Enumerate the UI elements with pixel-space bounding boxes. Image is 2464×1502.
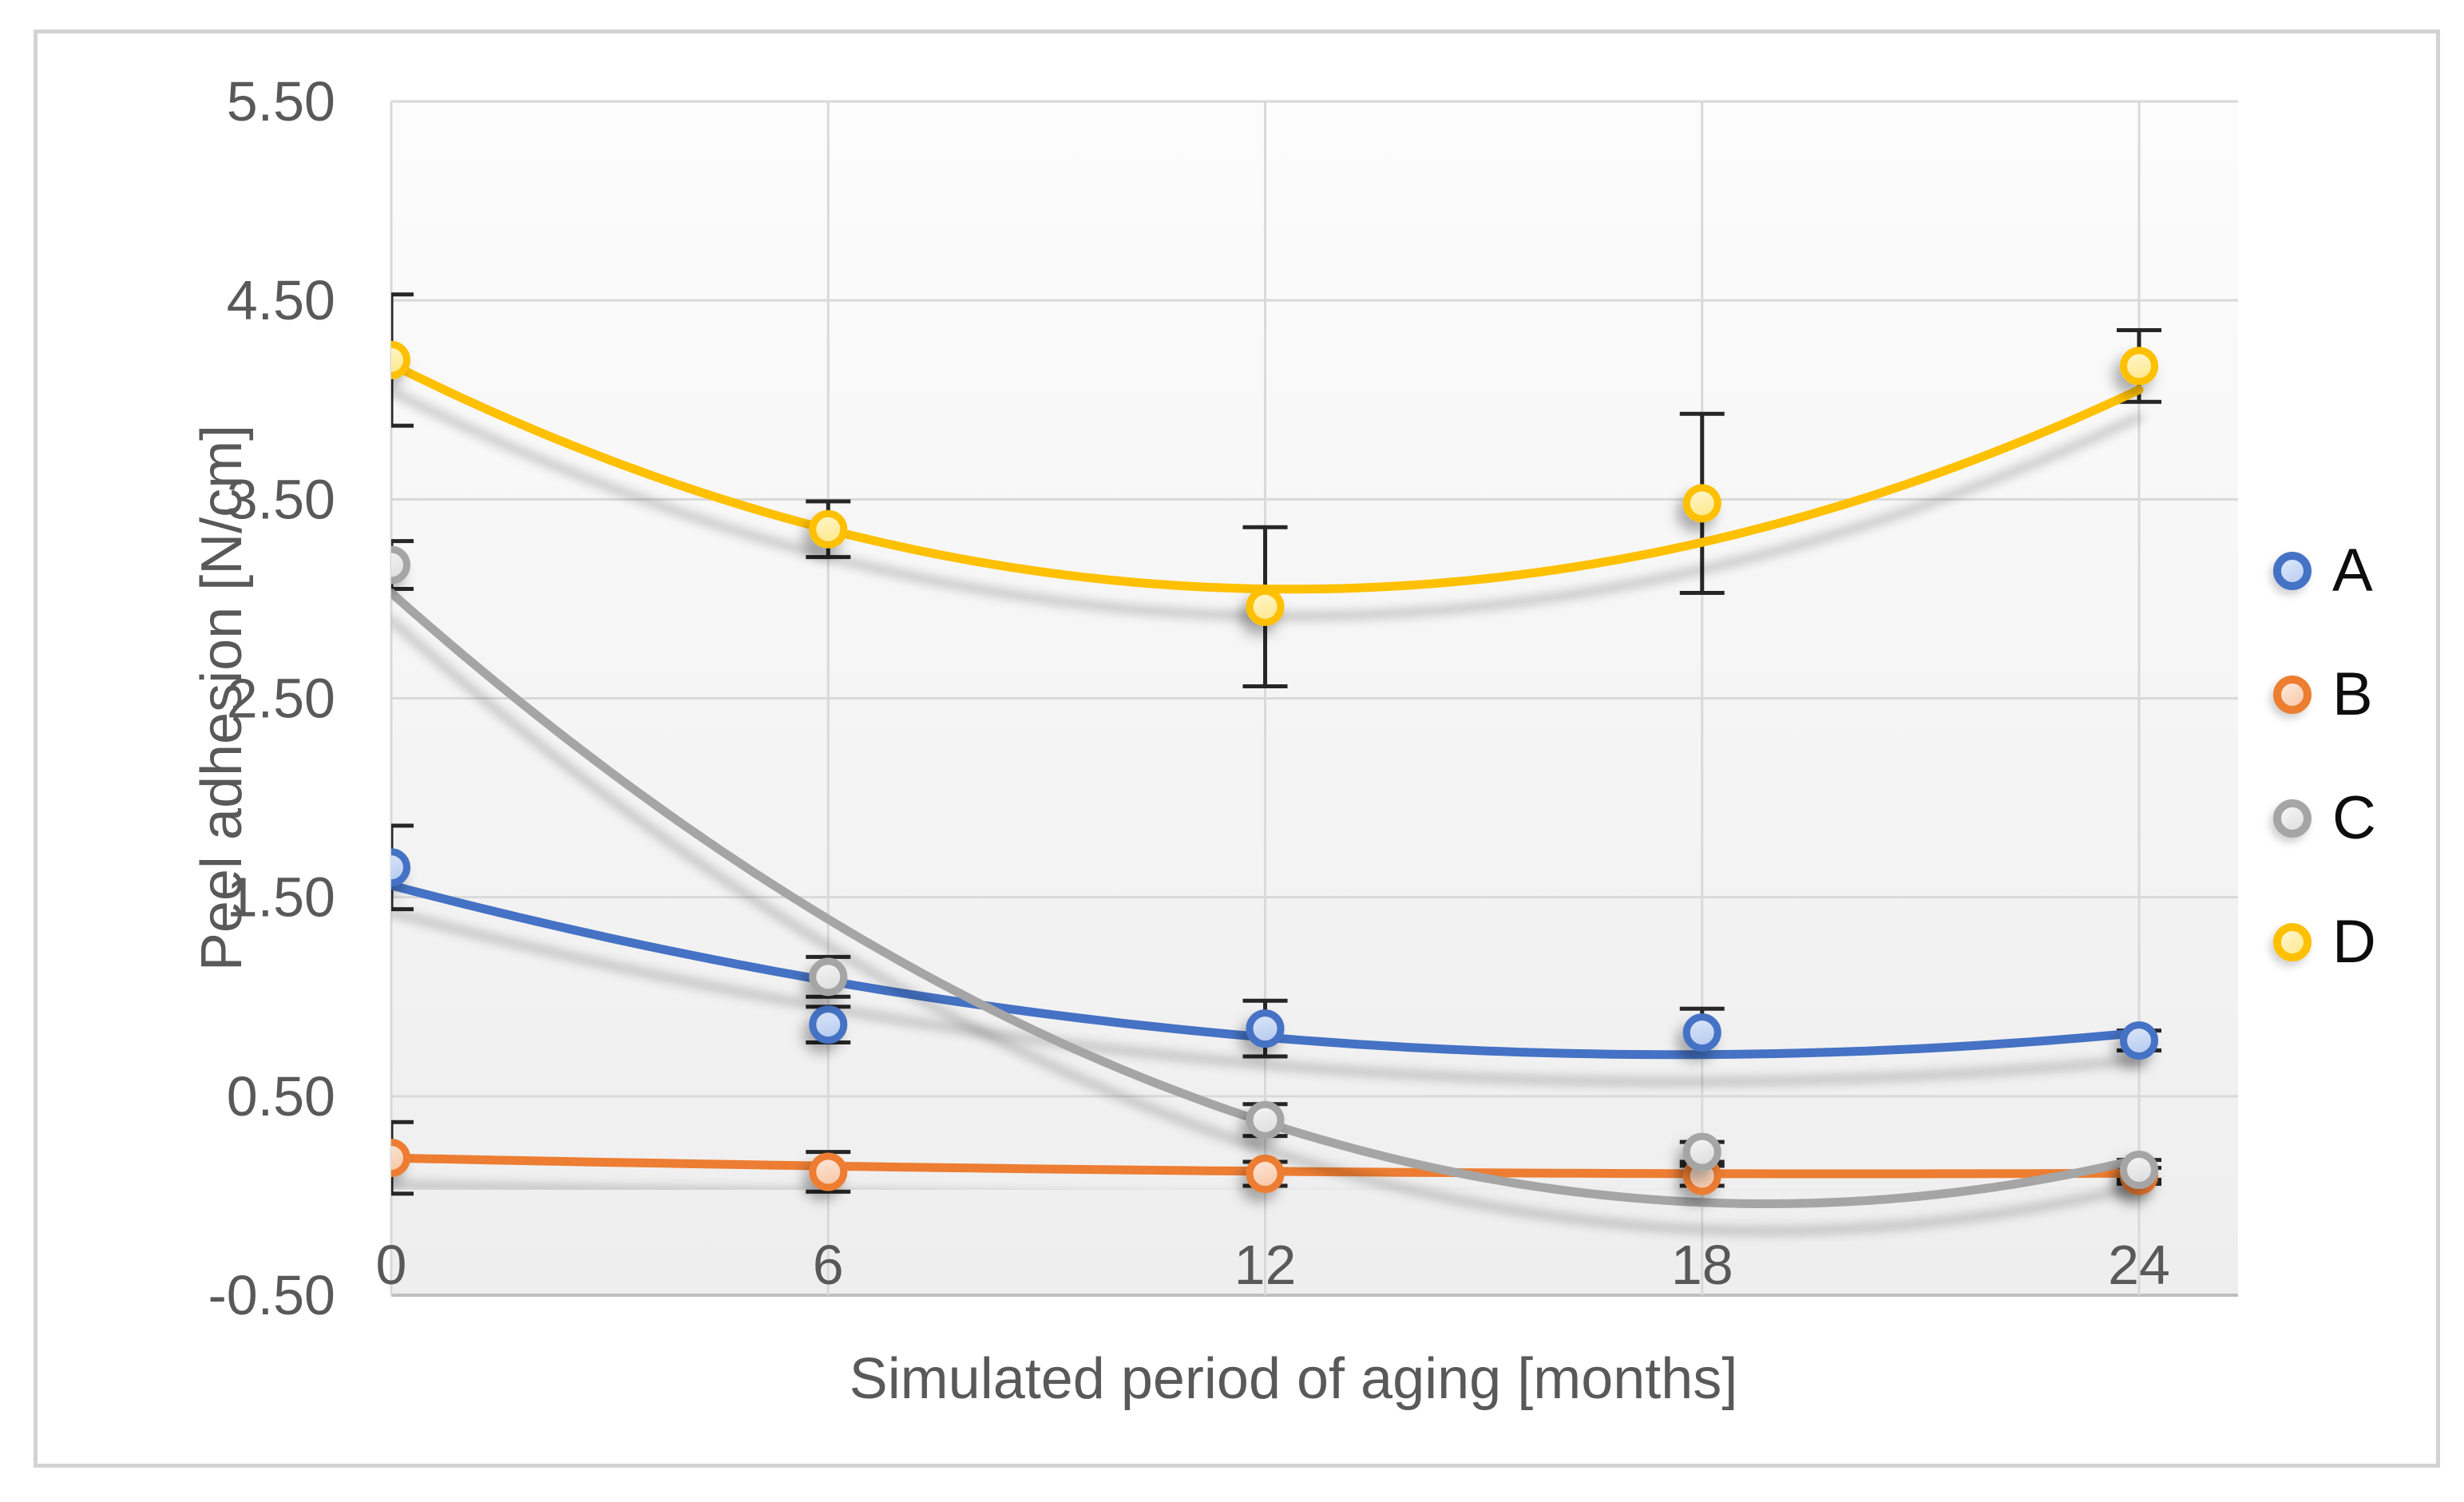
legend-marker-c-icon xyxy=(2273,799,2311,838)
data-point-A-0 xyxy=(391,848,410,887)
y-tick-label: 1.50 xyxy=(227,866,335,929)
data-point-B-0 xyxy=(391,1139,410,1178)
legend-label-c: C xyxy=(2332,783,2376,852)
y-tick-label: -0.50 xyxy=(208,1264,335,1326)
data-point-B-6 xyxy=(809,1152,848,1191)
legend-item-b: B xyxy=(2273,632,2376,756)
legend: A B C D xyxy=(2273,509,2376,1004)
legend-marker-b-icon xyxy=(2273,675,2311,714)
data-point-D-24 xyxy=(2120,347,2159,386)
y-tick-label: 0.50 xyxy=(227,1065,335,1127)
data-layer xyxy=(391,292,2162,1208)
x-tick-label: 24 xyxy=(2108,1234,2170,1296)
legend-label-b: B xyxy=(2332,660,2373,728)
data-point-C-0 xyxy=(391,545,410,585)
data-point-A-6 xyxy=(809,1005,848,1044)
data-point-D-12 xyxy=(1246,587,1285,626)
legend-marker-a-icon xyxy=(2273,551,2311,590)
data-point-A-12 xyxy=(1246,1009,1285,1048)
y-tick-label: 5.50 xyxy=(227,70,335,133)
legend-label-a: A xyxy=(2332,536,2373,604)
data-point-D-6 xyxy=(809,509,848,549)
data-point-C-18 xyxy=(1682,1132,1721,1171)
series-D-markers xyxy=(391,340,2159,626)
data-point-A-24 xyxy=(2120,1021,2159,1060)
legend-label-d: D xyxy=(2332,907,2376,976)
legend-item-a: A xyxy=(2273,509,2376,632)
data-point-B-12 xyxy=(1246,1155,1285,1194)
y-tick-label: 3.50 xyxy=(227,468,335,530)
series-C-markers xyxy=(391,545,2159,1190)
legend-marker-d-icon xyxy=(2273,922,2311,961)
data-point-C-6 xyxy=(809,957,848,997)
x-tick-label: 6 xyxy=(813,1234,844,1296)
legend-item-c: C xyxy=(2273,756,2376,880)
data-point-D-18 xyxy=(1682,484,1721,523)
y-tick-label: 4.50 xyxy=(227,269,335,331)
data-point-A-18 xyxy=(1682,1013,1721,1052)
x-axis-title: Simulated period of aging [months] xyxy=(849,1347,1738,1411)
y-axis-title: Peel adhesion [N/cm] xyxy=(190,424,254,972)
y-tick-label: 2.50 xyxy=(227,668,335,730)
data-point-C-24 xyxy=(2120,1151,2159,1190)
legend-item-d: D xyxy=(2273,880,2376,1004)
series-A-markers xyxy=(391,848,2159,1060)
x-tick-label: 12 xyxy=(1234,1234,1297,1296)
data-point-C-12 xyxy=(1246,1100,1285,1139)
data-point-D-0 xyxy=(391,340,410,379)
x-tick-label: 18 xyxy=(1671,1234,1733,1296)
x-tick-label: 0 xyxy=(376,1234,407,1296)
